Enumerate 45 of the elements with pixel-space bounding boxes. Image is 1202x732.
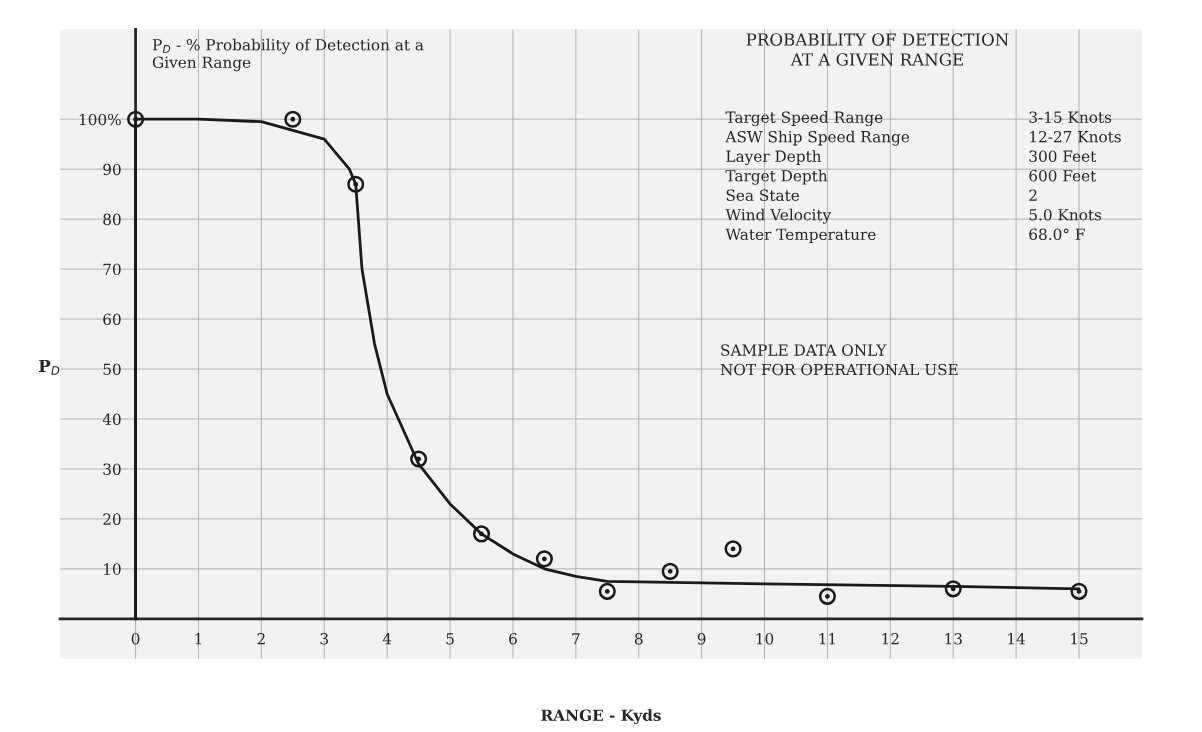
x-tick-label: 2 xyxy=(257,632,265,645)
y-tick-label: 70 xyxy=(103,263,121,276)
annotation: 300 Feet xyxy=(1029,150,1097,162)
annotation: Layer Depth xyxy=(726,150,822,166)
annotation: SAMPLE DATA ONLY NOT FOR OPERATIONAL USE xyxy=(720,344,958,376)
y-tick-label: 50 xyxy=(103,363,121,376)
x-tick-label: 1 xyxy=(195,632,202,645)
y-tick-label: 80 xyxy=(103,213,121,226)
annotation: Wind Velocity xyxy=(725,208,832,224)
annotation: 2 xyxy=(1029,189,1037,201)
x-tick-label: 7 xyxy=(572,633,580,645)
y-tick-label: 20 xyxy=(103,513,121,525)
x-tick-label: 9 xyxy=(697,632,706,645)
annotation: 3-15 Knots xyxy=(1029,111,1112,123)
y-tick-label: 30 xyxy=(103,463,121,475)
x-axis-title: RANGE - Kyds xyxy=(541,709,661,725)
x-tick-label: 10 xyxy=(756,632,774,645)
x-tick-label: 3 xyxy=(320,632,328,645)
annotation: Target Speed Range xyxy=(725,111,883,127)
x-tick-label: 4 xyxy=(382,632,392,645)
y-tick-label: 10 xyxy=(104,563,121,575)
y-axis-title: P$_{D}$ xyxy=(38,359,60,375)
y-tick-label: 100% xyxy=(79,113,121,126)
annotation: 12-27 Knots xyxy=(1030,130,1121,143)
x-tick-label: 6 xyxy=(509,632,517,645)
y-tick-label: 60 xyxy=(103,313,121,326)
x-tick-label: 12 xyxy=(882,632,899,645)
annotation: ASW Ship Speed Range xyxy=(725,130,910,146)
annotation: Target Depth xyxy=(725,169,828,185)
annotation: Water Temperature xyxy=(725,228,876,243)
y-tick-label: 40 xyxy=(102,413,121,425)
annotation: P$_{D}$ - % Probability of Detection at a Given Range xyxy=(152,38,424,72)
x-tick-label: 0 xyxy=(131,632,140,645)
annotation: 68.0° F xyxy=(1029,228,1085,241)
annotation: 5.0 Knots xyxy=(1029,208,1102,221)
x-tick-label: 8 xyxy=(634,632,643,645)
x-tick-label: 15 xyxy=(1071,632,1088,645)
y-tick-label: 90 xyxy=(103,163,121,176)
x-tick-label: 11 xyxy=(819,632,835,645)
x-tick-label: 5 xyxy=(446,633,454,645)
text: PROBABILITY OF DETECTION AT A GIVEN RANGE xyxy=(746,33,1009,66)
annotation: 600 Feet xyxy=(1029,169,1097,182)
annotation: Sea State xyxy=(726,189,800,201)
x-tick-label: 13 xyxy=(945,632,962,645)
x-tick-label: 14 xyxy=(1008,632,1026,645)
